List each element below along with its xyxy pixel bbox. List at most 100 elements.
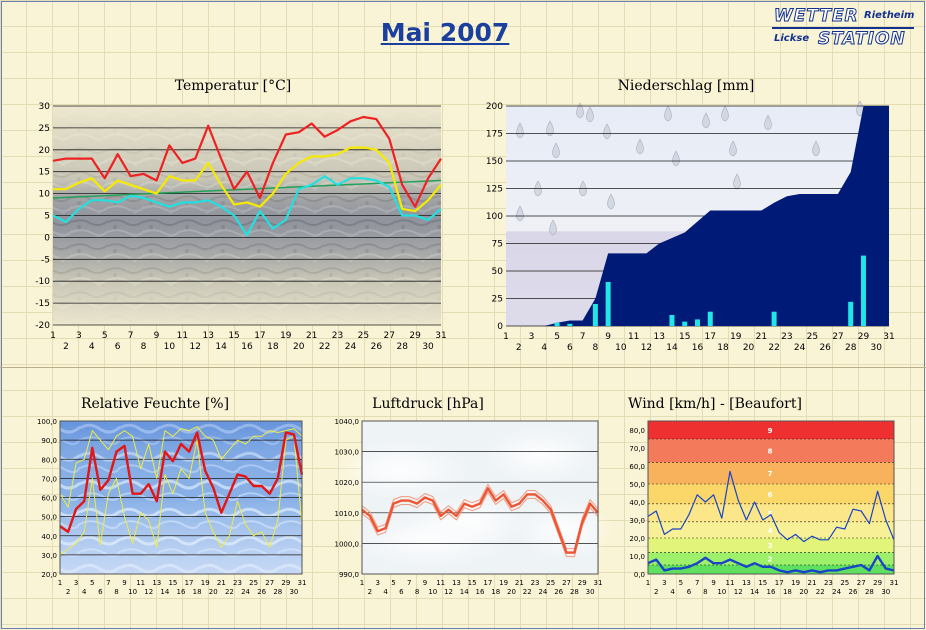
x-tick-label: 15 (758, 579, 767, 587)
x-tick-label: 16 (692, 343, 704, 353)
x-tick-label: 5 (90, 579, 94, 587)
x-tick-label: 28 (396, 342, 408, 352)
humid-min-series (59, 435, 303, 556)
x-tick-label: 25 (840, 579, 849, 587)
raindrop (764, 114, 772, 131)
x-tick-label: 16 (177, 588, 186, 596)
x-tick-label: 11 (177, 331, 188, 341)
beaufort-label: 9 (768, 427, 773, 435)
raindrop (546, 120, 554, 137)
logo-line1: WETTER (774, 6, 859, 27)
y-tick-label: 175 (486, 130, 503, 140)
beaufort-label: 4 (768, 527, 773, 535)
x-tick-label: 21 (756, 332, 767, 342)
x-tick-label: 10 (428, 588, 437, 596)
humid-mean-series (59, 431, 304, 534)
raindrop (729, 140, 737, 157)
x-tick-label: 17 (705, 332, 716, 342)
x-tick-label: 31 (435, 331, 446, 341)
humid-max-series (59, 426, 303, 508)
x-tick-label: 3 (74, 579, 78, 587)
x-tick-label: 10 (615, 343, 627, 353)
raindrop (672, 150, 680, 167)
x-tick-label: 26 (554, 588, 563, 596)
x-tick-label: 23 (332, 331, 343, 341)
beaufort-band (648, 421, 894, 439)
x-tick-label: 18 (267, 342, 279, 352)
x-tick-label: 22 (523, 588, 532, 596)
x-tick-label: 7 (106, 579, 110, 587)
x-tick-label: 4 (541, 343, 547, 353)
y-tick-label: 200 (486, 102, 503, 112)
y-tick-label: 125 (486, 185, 503, 195)
beaufort-label: 5 (768, 510, 773, 518)
x-tick-label: 17 (254, 331, 265, 341)
y-tick-label: 60,0 (41, 495, 57, 503)
logo-line3: STATION (818, 29, 906, 50)
y-tick-label: 25 (39, 124, 50, 134)
y-tick-label: 25 (492, 295, 503, 305)
y-tick-label: 10,0 (629, 553, 645, 561)
y-tick-label: 1040,0 (335, 418, 360, 426)
x-tick-label: 9 (423, 579, 427, 587)
x-tick-label: 14 (460, 588, 469, 596)
x-tick-label: 24 (794, 343, 806, 353)
cloud-shape (330, 440, 470, 500)
x-tick-label: 12 (190, 342, 201, 352)
x-tick-label: 28 (865, 588, 874, 596)
x-tick-label: 13 (152, 579, 161, 587)
plot-frame (361, 420, 599, 575)
x-tick-label: 3 (529, 332, 535, 342)
x-tick-label: 18 (193, 588, 202, 596)
y-tick-label: 75 (492, 240, 503, 250)
x-tick-label: 2 (654, 588, 658, 596)
x-tick-label: 18 (783, 588, 792, 596)
raindrop (721, 105, 729, 122)
x-tick-label: 14 (160, 588, 169, 596)
x-tick-label: 11 (436, 579, 445, 587)
chart-title: Wind [km/h] - [Beaufort] (628, 396, 802, 412)
x-tick-label: 30 (871, 343, 883, 353)
raindrop (549, 219, 557, 236)
precip-daily-bar (848, 301, 854, 326)
x-tick-label: 19 (201, 579, 210, 587)
y-tick-label: 50,0 (629, 481, 645, 489)
x-tick-label: 27 (384, 331, 395, 341)
x-tick-label: 24 (538, 588, 547, 596)
x-tick-label: 3 (662, 579, 666, 587)
x-tick-label: 12 (734, 588, 743, 596)
x-tick-label: 16 (241, 342, 253, 352)
station-logo: WETTER Rietheim Lickse STATION (772, 6, 914, 54)
y-tick-label: 20,0 (629, 535, 645, 543)
x-tick-label: 2 (516, 343, 522, 353)
x-tick-label: 29 (578, 579, 587, 587)
raindrop (607, 193, 615, 210)
x-tick-label: 15 (468, 579, 477, 587)
x-tick-label: 31 (298, 579, 307, 587)
press-mean-series (361, 487, 599, 554)
x-tick-label: 23 (824, 579, 833, 587)
x-tick-label: 28 (570, 588, 579, 596)
x-tick-label: 9 (711, 579, 715, 587)
x-tick-label: 31 (890, 579, 899, 587)
x-tick-label: 8 (592, 343, 598, 353)
x-tick-label: 11 (726, 579, 735, 587)
y-tick-label: 20 (39, 146, 51, 156)
x-tick-label: 21 (515, 579, 524, 587)
beaufort-label: 8 (768, 448, 773, 456)
y-tick-label: 40,0 (629, 499, 645, 507)
x-tick-label: 11 (628, 332, 639, 342)
x-tick-label: 10 (128, 588, 137, 596)
raindrop (516, 122, 524, 139)
y-tick-label: 30,0 (629, 517, 645, 525)
precip-daily-bar (592, 304, 598, 326)
x-tick-label: 7 (580, 332, 586, 342)
x-tick-label: 24 (345, 342, 357, 352)
precip-daily-bar (567, 323, 573, 326)
x-tick-label: 6 (687, 588, 692, 596)
x-tick-label: 23 (781, 332, 792, 342)
x-tick-label: 20 (507, 588, 516, 596)
x-tick-label: 14 (666, 343, 678, 353)
x-tick-label: 24 (832, 588, 841, 596)
